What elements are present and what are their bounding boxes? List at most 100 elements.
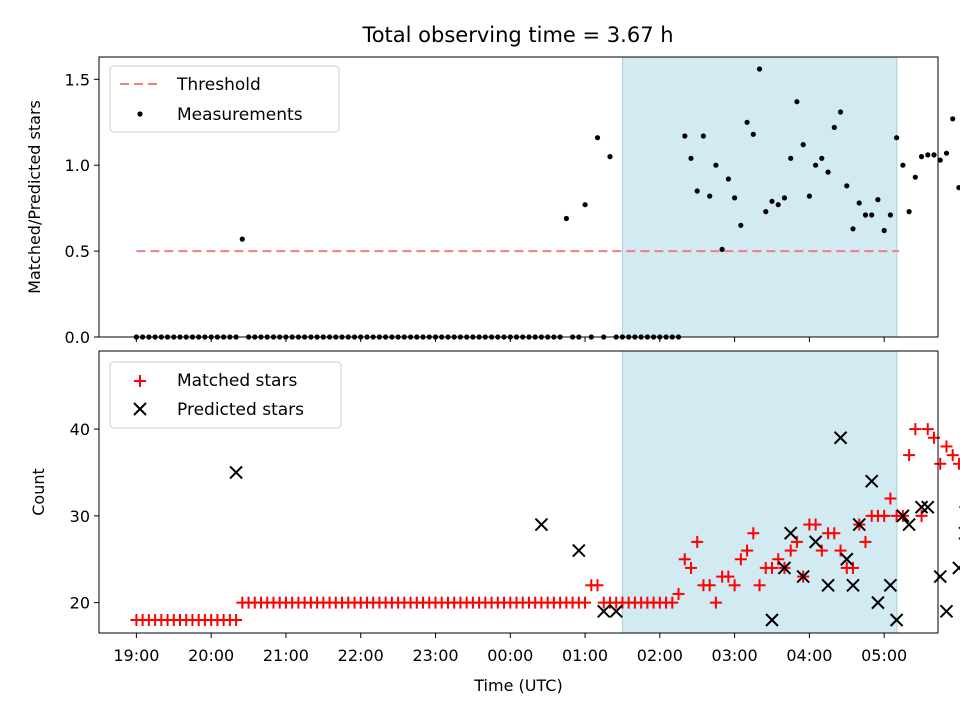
predicted-star-point [846,578,860,592]
bottom-x-tick-label: 01:00 [562,646,608,665]
measurement-point [732,195,738,201]
predicted-star-point [808,535,823,549]
matched-star-point [709,596,722,609]
measurement-point [239,236,245,242]
matched-star-point [765,561,778,574]
matched-star-point [859,535,872,548]
measurement-point [869,212,875,218]
matched-star-point [230,613,243,626]
bottom-x-tick-label: 23:00 [412,646,458,665]
measurement-point [894,135,900,141]
bottom-legend: Matched stars Predicted stars [109,361,342,429]
measurement-point [837,109,844,115]
matched-star-point [828,527,841,540]
predicted-star-point [952,561,960,575]
measurement-point [781,195,788,201]
measurement-point [563,215,570,222]
matched-star-point [878,509,891,522]
bottom-legend-box [109,361,342,429]
bottom-x-tick-label: 21:00 [263,646,309,665]
predicted-star-point [796,569,810,584]
predicted-star-point [229,465,243,480]
bottom-y-tick-label: 20 [70,594,90,613]
measurement-point [713,162,719,168]
measurement-point [700,133,707,139]
matched-star-point [666,596,679,609]
measurement-point [794,99,800,105]
predicted-star-point [871,595,885,610]
measurement-point [912,174,918,180]
matched-star-point [946,449,959,462]
predicted-star-point [914,500,929,514]
measurement-point [956,185,960,191]
bottom-panel: 20 30 40 19:00 20:00 21:00 22:00 23:00 00:00 01:… [29,350,960,695]
measurement-point [582,202,588,208]
measurement-point [825,169,831,175]
bottom-x-axis-label: Time (UTC) [473,676,562,695]
top-legend-box [109,65,340,133]
top-x-ticks [135,337,885,342]
legend-predicted-swatch [133,402,147,416]
measurement-point [931,152,937,158]
matched-star-point [834,544,847,557]
top-observing-window [621,56,898,338]
bottom-x-tick-label: 22:00 [338,646,384,665]
bottom-x-tick-label: 05:00 [861,646,907,665]
matched-star-point [940,440,953,453]
measurement-point [750,131,756,137]
top-y-tick-label: 0.0 [65,328,90,347]
predicted-star-point [896,509,910,523]
measurement-point [800,142,806,148]
predicted-star-point [833,431,848,445]
legend-measurements-label: Measurements [177,105,303,125]
matched-stars-points [130,423,960,626]
measurement-point [594,135,601,141]
measurement-point [819,155,825,161]
predicted-star-point [597,604,611,619]
bottom-x-tick-label: 03:00 [712,646,758,665]
predicted-star-point [939,604,954,619]
predicted-star-point [864,474,879,488]
matched-star-point [691,535,704,548]
top-legend: Threshold Measurements [109,65,340,133]
matched-star-point [847,561,860,574]
legend-matched-label: Matched stars [177,371,297,391]
measurement-point [769,198,775,204]
predicted-star-point [921,500,935,514]
top-panel: 0.0 0.5 1.0 1.5 Matched/Predicted stars Thr… [25,56,960,347]
measurement-point [950,116,956,122]
legend-predicted-label: Predicted stars [177,400,304,420]
legend-matched-swatch [134,375,146,387]
measurement-point [738,222,744,228]
measurement-point [688,155,694,161]
measurement-point [744,119,750,125]
measurement-point [806,193,813,199]
matched-star-point [884,492,897,505]
top-y-tick-label: 0.5 [65,242,90,261]
matched-star-point [684,561,697,574]
measurement-point [887,212,894,218]
measurement-point [881,227,887,234]
legend-threshold-label: Threshold [176,75,261,95]
matched-star-point [672,587,685,600]
measurement-point [862,212,869,218]
matched-star-point [703,579,716,592]
predicted-star-point [840,552,854,566]
measurement-point [831,124,837,130]
matched-star-point [678,553,691,566]
measurement-point [607,154,613,160]
measurement-point [918,154,925,160]
matched-star-point [579,596,592,609]
predicted-star-point [889,613,904,627]
predicted-star-point [852,517,866,532]
measurement-point [719,246,725,252]
predicted-star-point [821,578,835,592]
matched-star-point [815,544,828,557]
bottom-y-axis-label: Count [29,468,48,516]
matched-star-point [753,579,766,592]
predicted-star-point [609,604,623,619]
predicted-star-point [783,526,798,540]
top-y-tick-label: 1.0 [65,156,90,175]
matched-star-point [747,527,760,540]
measurement-point [788,155,794,161]
